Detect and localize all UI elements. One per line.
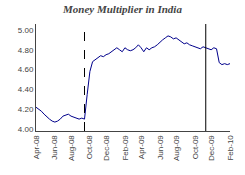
svg-text:5.00: 5.00 [18,26,34,35]
svg-text:Feb-10: Feb-10 [226,135,235,161]
svg-text:Dec-09: Dec-09 [207,135,216,161]
svg-text:4.20: 4.20 [18,105,34,114]
svg-text:Jun-08: Jun-08 [50,135,59,160]
svg-text:4.60: 4.60 [18,65,34,74]
svg-text:4.80: 4.80 [18,46,34,55]
svg-text:Jun-09: Jun-09 [156,135,165,160]
svg-text:Apr-08: Apr-08 [32,135,41,160]
svg-text:Feb-09: Feb-09 [121,135,130,161]
svg-text:Dec-08: Dec-08 [102,135,111,161]
svg-text:Oct-08: Oct-08 [85,135,94,160]
svg-text:Apr-09: Apr-09 [137,135,146,160]
svg-text:Aug-08: Aug-08 [67,135,76,161]
svg-text:4.00: 4.00 [18,125,34,134]
svg-text:Money Multiplier in India: Money Multiplier in India [62,3,182,15]
svg-text:Aug-09: Aug-09 [172,135,181,161]
svg-text:Oct-09: Oct-09 [191,135,200,160]
svg-text:4.40: 4.40 [18,85,34,94]
